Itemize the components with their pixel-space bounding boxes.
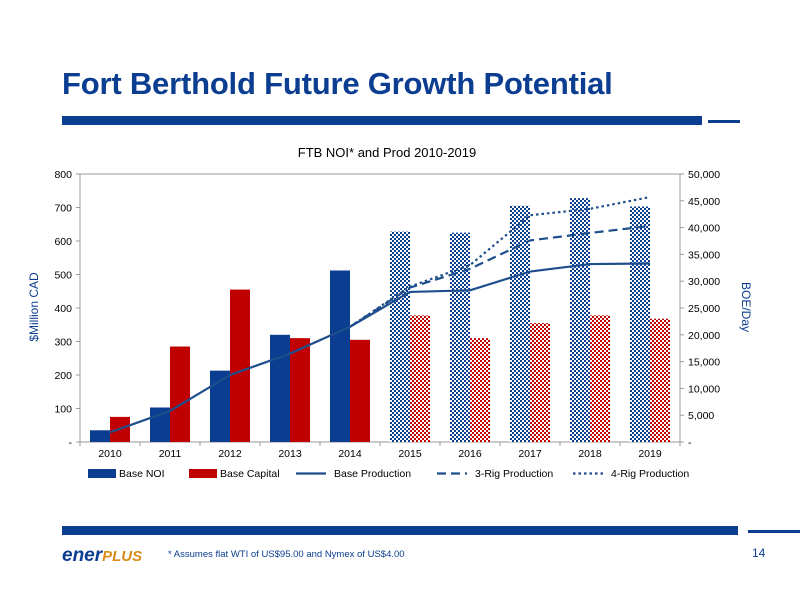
legend-base-production: Base Production	[334, 468, 411, 480]
bar-base-capital	[650, 318, 670, 442]
bar-base-noi	[270, 334, 290, 442]
y2-axis-label: BOE/Day	[739, 282, 753, 332]
legend-base-noi-swatch	[88, 469, 116, 478]
y2-tick-label: 40,000	[688, 223, 720, 235]
x-tick-label: 2010	[98, 448, 122, 460]
x-tick-label: 2019	[638, 448, 662, 460]
y2-tick-label: 15,000	[688, 357, 720, 369]
y2-tick-label: 30,000	[688, 276, 720, 288]
y-tick-label: 300	[54, 337, 72, 349]
y-tick-label: 700	[54, 203, 72, 215]
bar-base-capital	[530, 323, 550, 442]
footnote: * Assumes flat WTI of US$95.00 and Nymex…	[168, 549, 405, 560]
bar-base-noi	[90, 430, 110, 442]
y2-tick-label: 35,000	[688, 249, 720, 261]
legend-base-capital-swatch	[189, 469, 217, 478]
x-tick-label: 2017	[518, 448, 542, 460]
x-tick-label: 2011	[159, 448, 182, 460]
y2-tick-label: 50,000	[688, 169, 720, 181]
y2-tick-label: 20,000	[688, 330, 720, 342]
x-tick-label: 2015	[398, 448, 422, 460]
y2-tick-label: 10,000	[688, 383, 720, 395]
bar-base-noi	[210, 370, 230, 442]
legend-3-rig-production: 3-Rig Production	[475, 468, 553, 480]
y-tick-label: -	[69, 437, 73, 449]
bar-base-capital	[590, 315, 610, 442]
y-axis-label: $Million CAD	[27, 272, 41, 342]
chart-title: FTB NOI* and Prod 2010-2019	[298, 145, 477, 160]
title-underline-accent	[708, 120, 740, 123]
y2-tick-label: 25,000	[688, 303, 720, 315]
footer-rule-accent	[748, 530, 800, 533]
bar-base-capital	[170, 346, 190, 442]
footer-rule	[62, 526, 738, 535]
bar-base-noi	[390, 231, 410, 442]
enerplus-logo: enerPLUS	[62, 545, 143, 566]
slide-title: Fort Berthold Future Growth Potential	[62, 66, 613, 101]
y-tick-label: 100	[54, 404, 72, 416]
bar-base-noi	[570, 198, 590, 442]
x-tick-label: 2013	[278, 448, 302, 460]
line-3-rig-production	[349, 224, 651, 328]
y-tick-label: 500	[54, 270, 72, 282]
bar-base-noi	[630, 206, 650, 442]
legend-base-capital: Base Capital	[220, 468, 280, 480]
y-tick-label: 600	[54, 236, 72, 248]
x-tick-label: 2018	[578, 448, 602, 460]
bar-base-noi	[510, 205, 530, 442]
bar-base-noi	[330, 270, 350, 442]
legend-4-rig-production: 4-Rig Production	[611, 468, 689, 480]
bar-base-capital	[470, 338, 490, 442]
x-tick-label: 2016	[458, 448, 482, 460]
bar-base-capital	[410, 315, 430, 442]
legend-base-noi: Base NOI	[119, 468, 165, 480]
x-tick-label: 2012	[218, 448, 242, 460]
line-base-production	[109, 262, 651, 434]
y2-tick-label: 45,000	[688, 196, 720, 208]
x-tick-label: 2014	[338, 448, 362, 460]
y2-tick-label: 5,000	[688, 410, 714, 422]
y2-tick-label: -	[688, 437, 692, 449]
bar-base-capital	[290, 338, 310, 442]
y-tick-label: 200	[54, 370, 72, 382]
bar-base-capital	[230, 289, 250, 442]
bar-base-capital	[350, 339, 370, 442]
page-number: 14	[752, 546, 766, 560]
y-tick-label: 800	[54, 169, 72, 181]
title-underline	[62, 116, 702, 125]
bar-base-noi	[450, 232, 470, 442]
y-tick-label: 400	[54, 303, 72, 315]
